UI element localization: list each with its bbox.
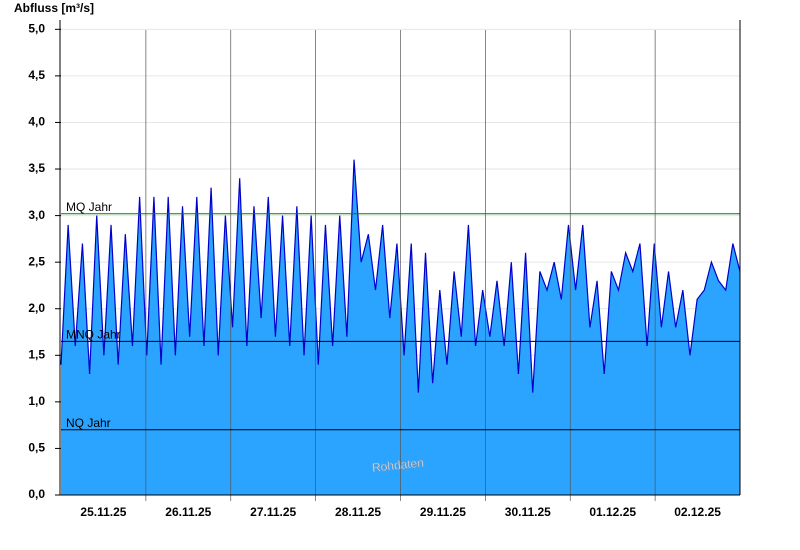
x-tick-label: 02.12.25 [674,505,721,519]
y-tick-label: 0,0 [28,487,45,501]
y-tick-label: 5,0 [28,21,45,35]
y-tick-label: 1,5 [28,347,45,361]
y-tick-label: 3,5 [28,161,45,175]
x-tick-label: 25.11.25 [80,505,126,519]
x-tick-label: 26.11.25 [165,505,211,519]
y-tick-label: 4,5 [28,68,45,82]
x-tick-label: 30.11.25 [505,505,551,519]
y-tick-label: 0,5 [28,441,45,455]
reference-label: MNQ Jahr [66,327,121,341]
watermark: Rohdaten [371,455,424,474]
y-tick-label: 4,0 [28,115,45,129]
x-tick-label: 28.11.25 [335,505,381,519]
chart-title: Abfluss [m³/s] [14,1,94,15]
x-tick-label: 01.12.25 [589,505,636,519]
y-tick-label: 3,0 [28,208,45,222]
reference-label: MQ Jahr [66,200,112,214]
x-tick-label: 29.11.25 [420,505,466,519]
y-tick-label: 2,5 [28,254,45,268]
y-tick-label: 1,0 [28,394,45,408]
y-tick-label: 2,0 [28,301,45,315]
x-tick-label: 27.11.25 [250,505,296,519]
reference-label: NQ Jahr [66,416,111,430]
